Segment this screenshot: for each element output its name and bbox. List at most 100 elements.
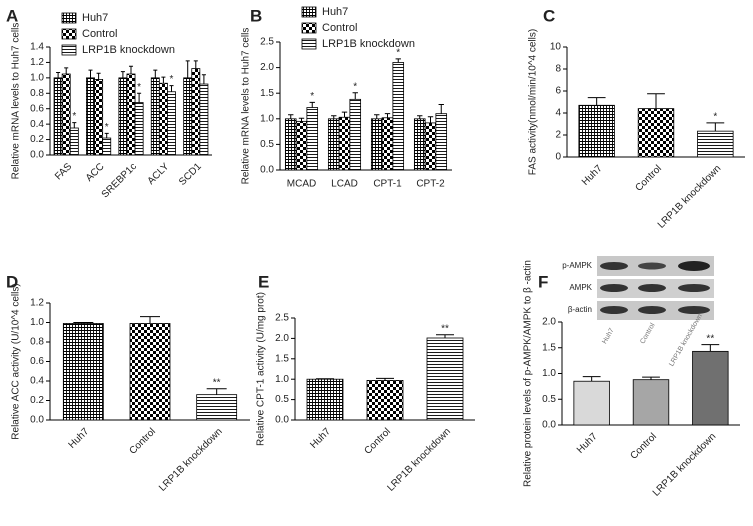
blot-row-label: β-actin <box>568 305 592 314</box>
bar <box>435 113 448 171</box>
legend-swatch <box>61 12 77 24</box>
y-tick-label: 1.0 <box>275 374 289 385</box>
y-tick-label: 0 <box>555 152 561 163</box>
y-tick-label: 0.0 <box>275 415 289 426</box>
y-tick-label: 1.4 <box>30 42 44 53</box>
y-tick-label: 2 <box>555 130 561 141</box>
bar <box>295 120 308 171</box>
y-tick-label: 0.6 <box>30 103 44 114</box>
error-bar <box>374 114 380 119</box>
error-bar <box>206 388 227 395</box>
legend-label: Control <box>322 22 357 34</box>
error-bar <box>288 114 294 119</box>
error-bar <box>647 93 665 109</box>
y-tick-label: 10 <box>550 42 562 53</box>
legend-swatch <box>301 38 317 50</box>
x-tick-label: SCD1 <box>177 161 204 188</box>
x-tick-label: ACLY <box>146 161 172 187</box>
y-tick-label: 0.0 <box>260 165 274 176</box>
panel: C 0 2 4 6 8 10 FAS activity(nmol/min/10^4 cells… <box>528 6 745 231</box>
y-axis-title: FAS activity(nmol/min/10^4 cells) <box>528 29 539 175</box>
x-tick-label: Huh7 <box>67 426 92 451</box>
bar <box>284 118 297 171</box>
bar <box>126 73 136 156</box>
panel-letter: D <box>6 272 18 291</box>
error-bar <box>161 76 166 84</box>
y-tick-label: 1.5 <box>260 88 274 99</box>
y-tick-label: 1.0 <box>30 72 44 83</box>
bar <box>102 137 112 156</box>
error-bar <box>298 117 305 122</box>
y-tick-label: 4 <box>555 108 561 119</box>
bar <box>426 337 464 421</box>
bar <box>306 378 344 421</box>
significance-label: ** <box>213 377 221 388</box>
y-axis-title: Relative mRNA levels to Huh7 cells <box>241 28 252 185</box>
x-tick-label: LRP1B knockdown <box>157 426 225 494</box>
error-bar <box>341 111 348 118</box>
x-tick-label: Huh7 <box>308 426 333 451</box>
x-tick-label: LRP1B knockdown <box>656 163 724 231</box>
significance-label: * <box>310 91 314 102</box>
significance-label: ** <box>706 333 714 344</box>
y-tick-label: 1.0 <box>30 317 44 328</box>
error-bar <box>438 103 444 114</box>
panel: D 0.0 0.2 0.4 0.6 0.8 1.0 1.2 Relative ACC activ… <box>6 272 250 494</box>
error-bar <box>587 97 606 106</box>
legend-label: Control <box>82 28 117 40</box>
y-tick-label: 1.2 <box>30 298 44 309</box>
error-bar <box>140 316 160 324</box>
bar <box>199 83 209 156</box>
error-bar <box>352 92 358 100</box>
bar <box>167 91 176 156</box>
y-tick-label: 2.0 <box>275 333 289 344</box>
error-bar <box>193 60 198 69</box>
x-tick-label: ACC <box>84 161 107 184</box>
bar <box>118 77 128 156</box>
bar <box>578 104 615 158</box>
y-tick-label: 2.5 <box>260 37 274 48</box>
bar <box>338 116 351 171</box>
y-tick-label: 8 <box>555 64 561 75</box>
x-tick-label: Huh7 <box>575 431 600 456</box>
bar <box>692 350 729 426</box>
y-tick-label: 0.0 <box>30 150 44 161</box>
x-tick-label: LRP1B knockdown <box>651 431 719 499</box>
y-tick-label: 1.0 <box>542 368 556 379</box>
bar <box>191 68 201 156</box>
legend-label: Huh7 <box>82 12 108 24</box>
y-tick-label: 1.5 <box>542 342 556 353</box>
bar <box>94 79 104 156</box>
significance-label: * <box>170 74 174 85</box>
error-bar <box>309 101 315 108</box>
bar <box>637 108 675 158</box>
error-bar <box>331 115 337 119</box>
legend-label: LRP1B knockdown <box>322 38 415 50</box>
panel: B 0.0 0.5 1.0 1.5 2.0 2.5 Relative mRNA levels … <box>241 6 452 190</box>
y-tick-label: 0.8 <box>30 88 44 99</box>
y-tick-label: 1.2 <box>30 57 44 68</box>
panel-letter: B <box>250 6 262 25</box>
bar <box>366 380 404 421</box>
bar <box>158 82 168 156</box>
error-bar <box>56 71 61 78</box>
y-axis-title: Relative mRNA levels to Huh7 cells <box>11 23 22 180</box>
error-bar <box>417 115 423 119</box>
y-tick-label: 2.0 <box>542 317 556 328</box>
error-bar <box>384 113 391 118</box>
bar <box>196 394 238 421</box>
significance-label: * <box>396 48 400 59</box>
x-tick-label: Control <box>362 426 393 457</box>
legend-label: Huh7 <box>322 6 348 18</box>
bar <box>349 98 362 171</box>
x-tick-label: SREBP1c <box>100 161 139 200</box>
error-bar <box>64 67 69 74</box>
y-tick-label: 0.0 <box>542 420 556 431</box>
legend-swatch <box>301 22 317 34</box>
y-tick-label: 0.2 <box>30 134 44 145</box>
significance-label: ** <box>441 323 449 334</box>
bar <box>392 62 405 171</box>
error-bar <box>185 60 190 78</box>
error-bar <box>582 376 601 382</box>
y-tick-label: 0.0 <box>30 415 44 426</box>
